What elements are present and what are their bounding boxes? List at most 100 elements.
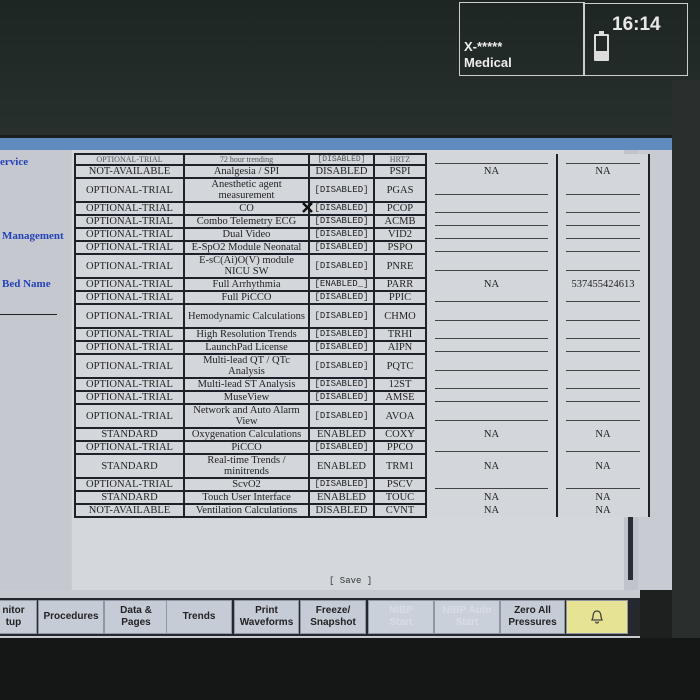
state-cell[interactable]: [DISABLED] [308, 214, 375, 229]
serial-cell[interactable] [556, 215, 650, 228]
alarm-bell-icon[interactable] [566, 600, 628, 634]
key-cell[interactable] [425, 328, 558, 341]
serial-cell[interactable] [556, 254, 650, 278]
empty-field[interactable] [435, 217, 548, 226]
key-cell[interactable] [425, 154, 558, 165]
empty-field[interactable] [566, 312, 640, 321]
key-cell[interactable]: NA [425, 165, 558, 178]
state-cell[interactable]: DISABLED [308, 503, 375, 518]
state-cell[interactable]: [DISABLED] [308, 227, 375, 242]
serial-cell[interactable]: NA [556, 165, 650, 178]
empty-field[interactable] [435, 412, 548, 421]
state-cell[interactable]: [DISABLED] [308, 440, 375, 455]
key-cell[interactable] [425, 341, 558, 354]
menu-service[interactable]: ervice [0, 156, 29, 168]
save-button[interactable]: [ Save ] [329, 576, 373, 586]
key-cell[interactable] [425, 378, 558, 391]
state-cell[interactable]: [DISABLED] [308, 477, 375, 492]
menu-management[interactable]: Management [2, 230, 64, 242]
key-cell[interactable]: NA [425, 491, 558, 504]
empty-field[interactable] [566, 380, 640, 389]
trends-button[interactable]: Trends [166, 600, 232, 634]
nibp-auto-start-button[interactable]: NIBP Auto Start [434, 600, 500, 634]
state-cell[interactable]: [ENABLED_] [308, 277, 375, 292]
serial-cell[interactable] [556, 241, 650, 254]
data-pages-button[interactable]: Data & Pages [104, 600, 168, 634]
key-cell[interactable] [425, 228, 558, 241]
freeze-snapshot-button[interactable]: Freeze/ Snapshot [300, 600, 366, 634]
serial-cell[interactable]: NA [556, 504, 650, 517]
empty-field[interactable] [435, 204, 548, 213]
state-cell[interactable]: [DISABLED] [308, 303, 375, 329]
empty-field[interactable] [435, 230, 548, 239]
empty-field[interactable] [435, 330, 548, 339]
empty-field[interactable] [435, 293, 548, 302]
state-cell[interactable]: [DISABLED] [308, 290, 375, 305]
empty-field[interactable] [435, 262, 548, 271]
key-cell[interactable] [425, 441, 558, 454]
procedures-button[interactable]: Procedures [38, 600, 104, 634]
empty-field[interactable] [566, 343, 640, 352]
serial-cell[interactable] [556, 202, 650, 215]
state-cell[interactable]: [DISABLED] [308, 403, 375, 429]
empty-field[interactable] [435, 380, 548, 389]
serial-cell[interactable] [556, 441, 650, 454]
empty-field[interactable] [566, 362, 640, 371]
serial-cell[interactable] [556, 154, 650, 165]
key-cell[interactable] [425, 241, 558, 254]
state-cell[interactable]: [DISABLED] [308, 240, 375, 255]
key-cell[interactable] [425, 478, 558, 491]
key-cell[interactable]: NA [425, 278, 558, 291]
serial-cell[interactable] [556, 341, 650, 354]
menu-bed-name[interactable]: Bed Name [2, 278, 51, 290]
serial-cell[interactable] [556, 354, 650, 378]
empty-field[interactable] [435, 343, 548, 352]
empty-field[interactable] [435, 393, 548, 402]
state-cell[interactable]: ENABLED [308, 427, 375, 442]
serial-cell[interactable]: 537455424613 [556, 278, 650, 291]
key-cell[interactable] [425, 404, 558, 428]
empty-field[interactable] [435, 480, 548, 489]
monitor-setup-button[interactable]: nitor tup [0, 600, 37, 634]
serial-cell[interactable] [556, 404, 650, 428]
key-cell[interactable] [425, 202, 558, 215]
serial-cell[interactable] [556, 304, 650, 328]
state-cell[interactable]: [DISABLED] [308, 340, 375, 355]
key-cell[interactable] [425, 254, 558, 278]
state-cell[interactable]: [DISABLED] [308, 390, 375, 405]
serial-cell[interactable]: NA [556, 454, 650, 478]
empty-field[interactable] [566, 217, 640, 226]
key-cell[interactable]: NA [425, 428, 558, 441]
empty-field[interactable] [435, 362, 548, 371]
empty-field[interactable] [566, 186, 640, 195]
state-cell[interactable]: [DISABLED] [308, 377, 375, 392]
serial-cell[interactable] [556, 291, 650, 304]
state-cell[interactable]: DISABLED [308, 164, 375, 179]
serial-cell[interactable] [556, 478, 650, 491]
empty-field[interactable] [566, 243, 640, 252]
empty-field[interactable] [566, 480, 640, 489]
key-cell[interactable] [425, 304, 558, 328]
serial-cell[interactable] [556, 178, 650, 202]
key-cell[interactable] [425, 354, 558, 378]
state-cell[interactable]: ENABLED [308, 490, 375, 505]
nibp-start-button[interactable]: NIBP Start [368, 600, 434, 634]
empty-field[interactable] [435, 443, 548, 452]
print-waveforms-button[interactable]: Print Waveforms [234, 600, 299, 634]
state-cell[interactable]: [DISABLED] [308, 253, 375, 279]
serial-cell[interactable] [556, 228, 650, 241]
empty-field[interactable] [435, 186, 548, 195]
state-cell[interactable]: [DISABLED] [308, 201, 375, 216]
empty-field[interactable] [566, 412, 640, 421]
serial-cell[interactable] [556, 391, 650, 404]
key-cell[interactable] [425, 178, 558, 202]
state-cell[interactable]: [DISABLED] [308, 177, 375, 203]
empty-field[interactable] [566, 393, 640, 402]
empty-field[interactable] [566, 204, 640, 213]
key-cell[interactable]: NA [425, 454, 558, 478]
empty-field[interactable] [435, 243, 548, 252]
empty-field[interactable] [566, 262, 640, 271]
state-cell[interactable]: ENABLED [308, 453, 375, 479]
empty-field[interactable] [566, 230, 640, 239]
state-cell[interactable]: [DISABLED] [308, 353, 375, 379]
